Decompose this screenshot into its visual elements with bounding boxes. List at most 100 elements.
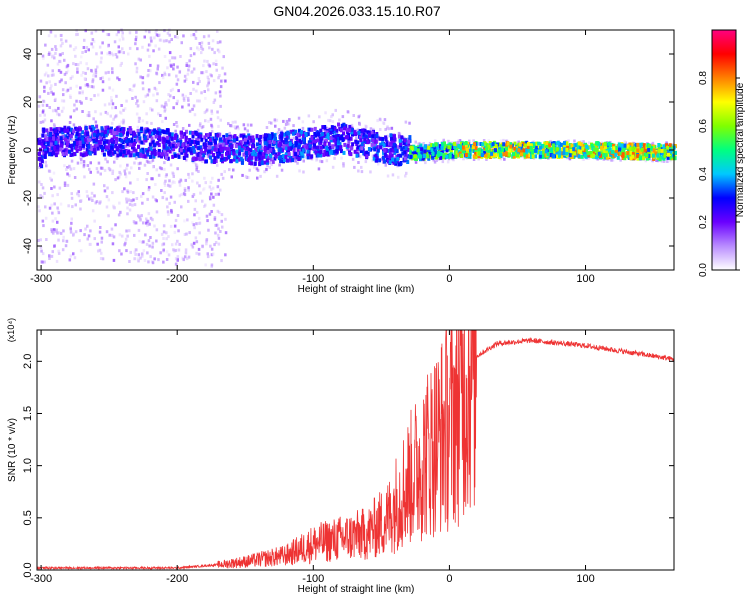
spectrogram-y-tick-label: 40 [22,48,34,60]
spectrogram-cell [356,145,360,150]
spectrogram-cell [247,135,251,140]
spectrogram-cell [390,126,394,130]
spectrogram-cell [56,231,59,235]
spectrogram-cell [58,59,61,63]
spectrogram-cell [41,103,45,107]
spectrogram-cell [93,219,96,223]
spectrogram-cell [47,34,51,38]
spectrogram-cell [208,185,212,189]
spectrogram-cell [275,142,279,147]
spectrogram-cell [612,143,615,148]
spectrogram-cell [57,135,61,140]
spectrogram-cell [317,150,321,155]
spectrogram-cell [522,148,526,153]
spectrogram-cell [627,156,631,160]
spectrogram-cell [573,139,576,143]
spectrogram-cell [68,258,72,262]
spectrogram-cell [101,151,104,155]
spectrogram-cell [88,151,92,156]
spectrogram-cell [203,205,206,208]
spectrogram-cell [204,181,207,185]
spectrogram-cell [63,181,67,185]
spectrogram-cell [115,55,119,59]
spectrogram-cell [170,139,173,143]
spectrogram-cell [331,165,335,169]
spectrogram-cell [61,127,64,132]
spectrogram-cell [385,142,389,146]
spectrogram-cell [193,34,197,38]
spectrogram-cell [152,49,155,53]
spectrogram-cell [165,258,169,261]
spectrogram-cell [224,231,228,235]
spectrogram-cell [149,134,153,139]
spectrogram-cell [242,123,246,127]
spectrogram-cell [671,143,674,147]
spectrogram-cell [366,140,370,145]
spectrogram-cell [237,157,241,162]
spectrogram-cell [534,148,538,153]
spectrogram-cell [255,167,259,171]
spectrogram-cell [122,153,126,158]
spectrogram-cell [453,142,457,146]
spectrogram-cell [193,213,196,217]
spectrogram-cell [90,147,94,152]
spectrogram-cell [279,147,283,152]
spectrogram-cell [49,30,53,34]
spectrogram-cell [578,145,582,150]
spectrogram-cell [377,162,380,166]
spectrogram-cell [37,205,40,209]
spectrogram-cell [144,94,147,98]
spectrogram-cell [145,221,148,225]
spectrogram-cell [107,144,111,149]
spectrogram-cell [287,146,291,151]
spectrogram-cell [75,99,78,103]
spectrogram-cell [600,145,604,150]
spectrogram-cell [193,113,197,117]
spectrogram-cell [99,172,102,176]
spectrogram-cell [216,48,220,52]
spectrogram-cell [125,229,128,233]
spectrogram-cell [237,127,240,131]
spectrogram-cell [397,131,401,135]
spectrogram-cell [93,130,97,135]
spectrogram-cell [140,240,144,244]
spectrogram-cell [212,79,216,83]
spectrogram-cell [384,163,387,167]
spectrogram-cell [187,64,191,68]
spectrogram-cell [69,225,72,229]
spectrogram-cell [95,200,99,204]
spectrogram-cell [404,146,408,151]
spectrogram-cell [160,167,163,171]
spectrogram-cell [287,122,290,126]
spectrogram-cell [105,145,109,150]
spectrogram-cell [211,47,214,51]
spectrogram-cell [50,230,54,234]
spectrogram-cell [141,76,145,80]
spectrogram-cell [216,116,220,120]
spectrogram-cell [205,242,208,246]
spectrogram-cell [171,143,175,148]
spectrogram-cell [450,148,454,153]
spectrogram-cell [174,242,178,246]
spectrogram-cell [207,78,210,81]
spectrogram-cell [203,111,207,115]
spectrogram-cell [51,109,55,113]
spectrogram-cell [310,146,314,151]
spectrogram-cell [93,144,97,149]
spectrogram-cell [251,152,255,157]
spectrogram-cell [157,173,161,177]
spectrogram-cell [53,185,56,189]
spectrogram-cell [48,51,51,55]
spectrogram-cell [213,147,217,152]
spectrogram-cell [134,148,138,153]
spectrogram-cell [72,123,76,127]
spectrogram-cell [233,155,237,159]
spectrogram-cell [41,186,45,190]
spectrogram-cell [161,195,165,199]
spectrogram-cell [207,41,211,45]
spectrogram-cell [38,95,42,99]
spectrogram-cell [75,149,79,153]
spectrogram-cell [207,119,210,123]
spectrogram-cell [71,138,74,142]
spectrogram-cell [118,132,122,137]
